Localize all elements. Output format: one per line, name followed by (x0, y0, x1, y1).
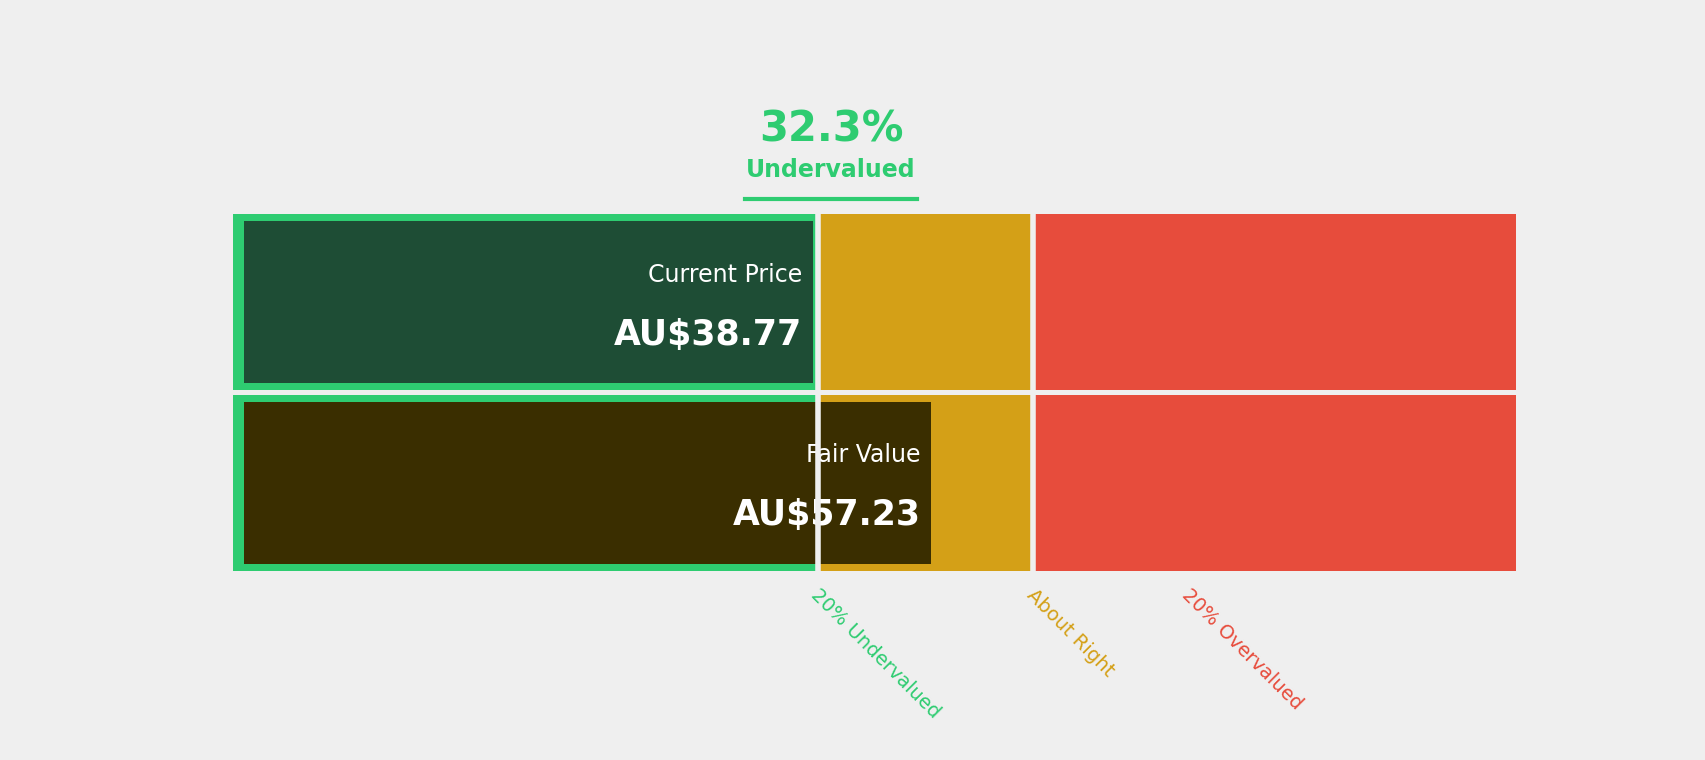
Text: About Right: About Right (1021, 586, 1117, 680)
Bar (1033, 214, 1514, 390)
Text: Current Price: Current Price (648, 263, 801, 287)
Bar (234, 395, 817, 571)
Text: 32.3%: 32.3% (759, 108, 904, 150)
Bar (817, 395, 1033, 571)
Text: 20% Undervalued: 20% Undervalued (806, 586, 943, 722)
Text: 20% Overvalued: 20% Overvalued (1178, 586, 1306, 714)
Bar (234, 214, 817, 390)
Text: AU$57.23: AU$57.23 (731, 499, 921, 533)
Bar (817, 214, 1033, 390)
Bar (244, 221, 812, 383)
Bar (1033, 395, 1514, 571)
Text: Undervalued: Undervalued (745, 158, 916, 182)
Bar (244, 402, 931, 564)
Text: AU$38.77: AU$38.77 (614, 318, 801, 352)
Text: Fair Value: Fair Value (805, 443, 921, 467)
